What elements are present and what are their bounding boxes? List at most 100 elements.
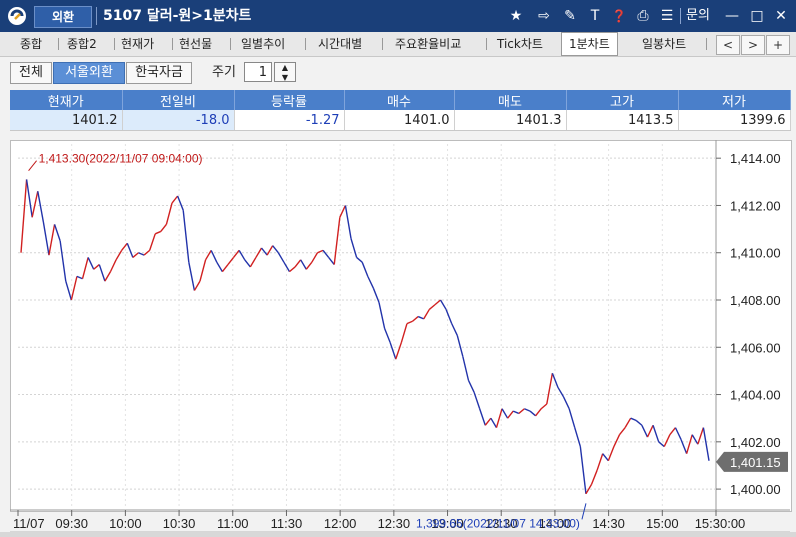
tab-daily-trend[interactable]: 일별추이 — [241, 37, 286, 51]
stepper-down-icon[interactable]: ▼ — [281, 73, 289, 82]
price-line-segment — [333, 217, 341, 265]
price-line-segment — [283, 261, 291, 272]
price-line-segment — [395, 342, 403, 360]
tab-daily-chart[interactable]: 일봉차트 — [642, 37, 687, 51]
tab-summary2[interactable]: 종합2 — [67, 37, 97, 51]
price-line-segment — [674, 427, 682, 440]
price-line-segment — [434, 299, 441, 306]
price-chart[interactable]: 1,414.00 1,412.00 1,410.00 1,408.00 1,406.00… — [10, 140, 790, 534]
x-tick-label: 13:30 — [485, 516, 518, 531]
period-stepper[interactable]: ▲ ▼ — [274, 62, 296, 82]
screen-title: 5107 달러-원>1분차트 — [103, 8, 252, 24]
filter-korea-money-button[interactable]: 한국자금 — [126, 62, 192, 84]
inquiry-button[interactable]: 문의 — [686, 8, 710, 23]
y-tick-label: 1,400.00 — [730, 482, 781, 497]
price-line-segment — [322, 249, 330, 258]
y-tick-label: 1,414.00 — [730, 151, 781, 166]
tab-bar: 종합 종합2 현재가 현선물 일별추이 시간대별 주요환율비교 Tick차트 1… — [0, 32, 796, 57]
x-tick-label: 12:00 — [324, 516, 357, 531]
price-line-segment — [406, 320, 413, 325]
tab-next-button[interactable]: > — [741, 35, 765, 55]
x-tick-label: 13:00 — [431, 516, 464, 531]
price-line-segment — [138, 252, 145, 256]
tab-spot-futures[interactable]: 현선물 — [179, 37, 213, 51]
price-line-segment — [490, 417, 498, 428]
price-line-segment — [344, 205, 352, 239]
price-line-segment — [551, 373, 559, 388]
x-tick-label: 11:30 — [271, 516, 303, 531]
price-line-segment — [311, 252, 319, 263]
price-line-segment — [53, 224, 61, 242]
price-line-segment — [132, 252, 139, 258]
info-icon[interactable]: ❓ — [611, 9, 627, 23]
period-input[interactable]: 1 — [244, 62, 272, 82]
price-line-segment — [104, 271, 112, 282]
window-name-tab[interactable]: 외환 — [34, 6, 92, 28]
price-line-segment — [305, 261, 313, 270]
price-line-segment — [669, 427, 676, 436]
tab-1min-chart[interactable]: 1분차트 — [561, 32, 618, 56]
price-line-segment — [98, 264, 106, 282]
close-icon[interactable]: ✕ — [775, 8, 787, 24]
text-icon[interactable]: T — [590, 8, 600, 24]
minimize-icon[interactable]: — — [725, 8, 739, 24]
price-line-segment — [182, 210, 190, 263]
price-line-segment — [221, 264, 229, 273]
status-strip — [0, 532, 796, 537]
price-line-segment — [412, 316, 419, 322]
maximize-icon[interactable]: □ — [750, 8, 764, 24]
filter-bar: 전체 서울외환 한국자금 주기 1 ▲ ▼ — [0, 57, 796, 89]
list-icon[interactable]: ☰ — [660, 8, 674, 24]
price-line-segment — [176, 195, 184, 211]
quote-table: 현재가 전일비 등락률 매수 매도 고가 저가 1401.2 -18.0 -1.… — [10, 90, 791, 131]
price-line-segment — [691, 434, 699, 445]
x-tick-label: 15:30:00 — [695, 516, 746, 531]
x-tick-label: 11/07 — [13, 516, 45, 531]
price-line-segment — [702, 427, 710, 461]
price-line-segment — [574, 427, 582, 447]
print-icon[interactable]: ⎙ — [637, 8, 649, 24]
price-line-segment — [238, 250, 246, 261]
price-line-segment — [479, 408, 486, 426]
price-line-segment — [160, 223, 167, 232]
divider — [680, 8, 681, 24]
period-label: 주기 — [212, 65, 236, 80]
tab-by-time[interactable]: 시간대별 — [318, 37, 363, 51]
tab-major-fx-compare[interactable]: 주요환율비교 — [395, 37, 462, 51]
y-tick-label: 1,412.00 — [730, 198, 781, 213]
tab-tick-chart[interactable]: Tick차트 — [497, 37, 543, 51]
price-line-segment — [37, 191, 45, 223]
price-line-segment — [121, 242, 128, 251]
price-line-segment — [249, 257, 257, 268]
star-icon[interactable]: ★ — [509, 8, 523, 24]
price-line-segment — [204, 250, 212, 261]
price-line-segment — [227, 257, 235, 265]
export-icon[interactable]: ⇨ — [538, 8, 550, 24]
price-line-segment — [193, 280, 201, 291]
tab-summary[interactable]: 종합 — [20, 37, 43, 51]
tab-prev-button[interactable]: < — [716, 35, 740, 55]
price-line-segment — [680, 439, 688, 454]
filter-all-button[interactable]: 전체 — [10, 62, 52, 84]
price-line-segment — [266, 245, 274, 256]
tab-add-button[interactable]: + — [766, 35, 790, 55]
tab-divider — [58, 38, 59, 50]
x-tick-label: 10:30 — [163, 516, 196, 531]
divider — [96, 7, 97, 25]
price-line-segment — [367, 276, 375, 289]
tool-icon[interactable]: ✎ — [564, 8, 576, 24]
price-line-segment — [143, 249, 151, 256]
x-tick-label: 15:00 — [646, 516, 679, 531]
stepper-up-icon[interactable]: ▲ — [281, 63, 289, 72]
high-annotation-arrow — [28, 160, 37, 172]
chart-panel — [10, 140, 792, 512]
price-line-segment — [428, 304, 436, 310]
price-line-segment — [646, 424, 654, 438]
price-line-segment — [76, 275, 83, 280]
price-line-segment — [372, 287, 380, 303]
price-line-segment — [171, 195, 179, 204]
price-line-segment — [81, 257, 89, 279]
tab-current-price[interactable]: 현재가 — [121, 37, 155, 51]
price-line-segment — [607, 446, 615, 461]
filter-seoul-fx-button[interactable]: 서울외환 — [53, 62, 125, 84]
